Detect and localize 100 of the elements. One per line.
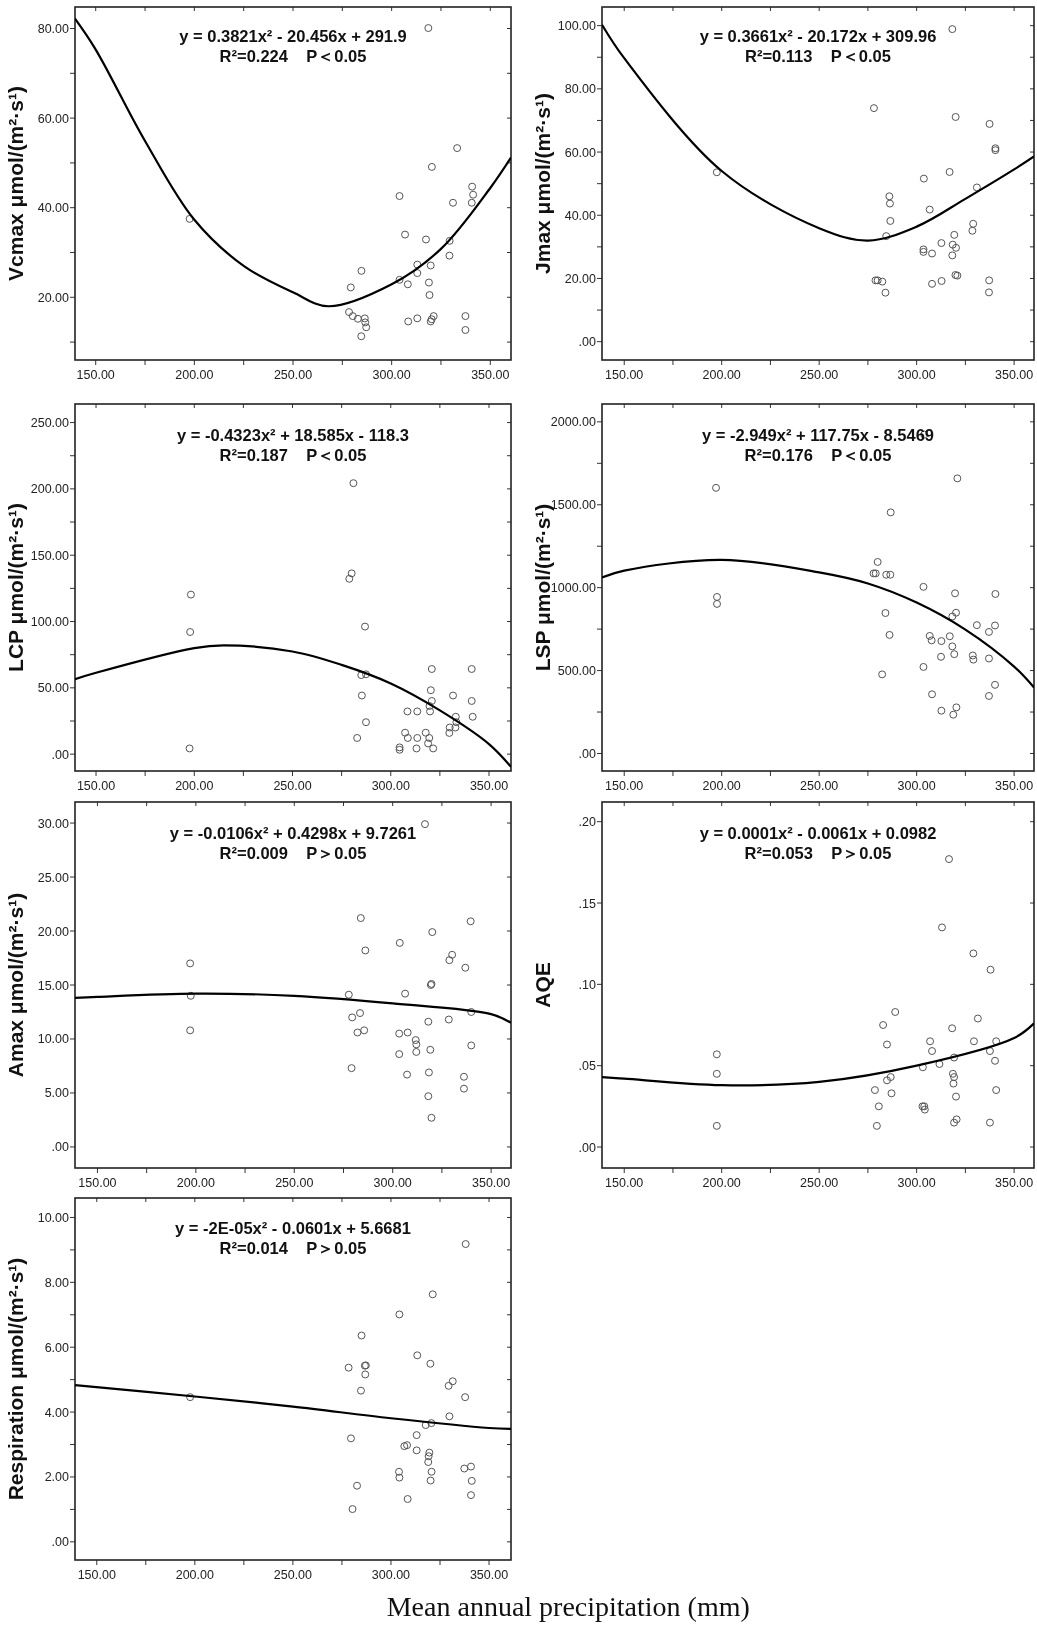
point bbox=[951, 113, 960, 121]
point bbox=[949, 710, 958, 719]
x-tick-label: 350.00 bbox=[995, 1176, 1034, 1190]
point bbox=[937, 277, 946, 285]
x-tick-label: 250.00 bbox=[273, 368, 313, 382]
point bbox=[991, 680, 999, 689]
point bbox=[444, 1015, 453, 1024]
point bbox=[428, 928, 437, 937]
point bbox=[953, 474, 962, 483]
annotation: y = -0.4323x² + 18.585x - 118.3 bbox=[176, 425, 410, 444]
point bbox=[984, 654, 993, 663]
point bbox=[356, 1009, 364, 1018]
point bbox=[928, 249, 937, 258]
point bbox=[403, 1028, 412, 1037]
point bbox=[448, 950, 457, 959]
point bbox=[356, 914, 365, 923]
point bbox=[448, 1377, 457, 1386]
point bbox=[713, 592, 721, 601]
point bbox=[927, 636, 936, 645]
point bbox=[412, 1040, 421, 1049]
line-series bbox=[75, 17, 511, 308]
point bbox=[885, 630, 894, 639]
point bbox=[952, 1092, 960, 1101]
point bbox=[426, 261, 435, 270]
point bbox=[361, 946, 370, 955]
point bbox=[928, 690, 937, 699]
y-tick-label: .00 bbox=[51, 1535, 70, 1550]
point bbox=[449, 691, 458, 700]
point bbox=[403, 1070, 412, 1079]
point bbox=[424, 1092, 433, 1101]
point bbox=[401, 989, 410, 998]
point bbox=[948, 25, 957, 34]
annotation: R²=0.009 P＞0.05 bbox=[219, 843, 367, 862]
point bbox=[950, 1053, 959, 1062]
x-tick-label: 300.00 bbox=[373, 1176, 412, 1190]
x-tick-label: 300.00 bbox=[371, 779, 410, 793]
x-tick-label: 250.00 bbox=[273, 779, 312, 793]
point bbox=[445, 956, 454, 965]
y-axis-title: AQE bbox=[531, 962, 554, 1008]
y-tick-label: 200.00 bbox=[30, 482, 70, 497]
point bbox=[395, 1050, 404, 1059]
line-series bbox=[75, 992, 511, 1024]
x-tick-label: 150.00 bbox=[77, 1568, 116, 1582]
point bbox=[395, 192, 404, 201]
point bbox=[886, 1073, 895, 1082]
point bbox=[444, 1381, 453, 1390]
point bbox=[344, 1363, 353, 1372]
point bbox=[424, 24, 433, 33]
y-tick-label: .10 bbox=[578, 977, 597, 992]
point bbox=[403, 280, 412, 289]
point bbox=[427, 665, 436, 673]
point bbox=[357, 266, 366, 275]
y-tick-label: .00 bbox=[578, 746, 597, 761]
point bbox=[712, 1069, 721, 1078]
point bbox=[882, 232, 891, 241]
point bbox=[347, 1064, 356, 1073]
line-series bbox=[602, 1022, 1034, 1087]
y-tick-label: 60.00 bbox=[564, 145, 597, 160]
point bbox=[185, 744, 194, 753]
point bbox=[425, 734, 434, 742]
point bbox=[883, 1076, 891, 1085]
x-tick-label: 300.00 bbox=[372, 368, 411, 382]
point bbox=[461, 1393, 470, 1402]
point bbox=[872, 1121, 881, 1130]
point bbox=[357, 671, 366, 680]
x-tick-label: 150.00 bbox=[76, 368, 115, 382]
y-tick-label: 40.00 bbox=[564, 208, 597, 223]
x-tick-label: 200.00 bbox=[175, 368, 214, 382]
point bbox=[404, 317, 413, 326]
point bbox=[427, 1467, 436, 1476]
point bbox=[424, 1458, 433, 1467]
point bbox=[347, 569, 356, 578]
point bbox=[461, 312, 470, 321]
x-tick-label: 250.00 bbox=[800, 368, 839, 382]
point bbox=[346, 1434, 355, 1443]
point bbox=[935, 1060, 944, 1069]
point bbox=[992, 1086, 1001, 1095]
point bbox=[467, 1008, 476, 1016]
point bbox=[349, 479, 358, 488]
x-tick-label: 250.00 bbox=[275, 1176, 314, 1190]
point bbox=[950, 1073, 959, 1082]
y-tick-label: 2.00 bbox=[44, 1470, 70, 1485]
point bbox=[969, 655, 978, 664]
point bbox=[948, 1024, 957, 1033]
annotation: R²=0.113 P＜0.05 bbox=[745, 46, 891, 65]
annotation: R²=0.176 P＜0.05 bbox=[744, 445, 892, 464]
x-tick-label: 300.00 bbox=[897, 779, 936, 793]
x-tick-label: 350.00 bbox=[995, 779, 1034, 793]
y-tick-label: 100.00 bbox=[30, 615, 70, 630]
line-series bbox=[602, 23, 1034, 242]
point bbox=[985, 1118, 994, 1127]
point bbox=[427, 162, 436, 171]
point bbox=[403, 1441, 412, 1450]
x-tick-label: 150.00 bbox=[605, 1176, 644, 1190]
y-tick-label: 500.00 bbox=[557, 664, 597, 679]
point bbox=[412, 744, 421, 753]
y-tick-label: .05 bbox=[578, 1059, 597, 1074]
point bbox=[920, 1105, 929, 1114]
point bbox=[348, 312, 357, 321]
point bbox=[952, 608, 960, 617]
